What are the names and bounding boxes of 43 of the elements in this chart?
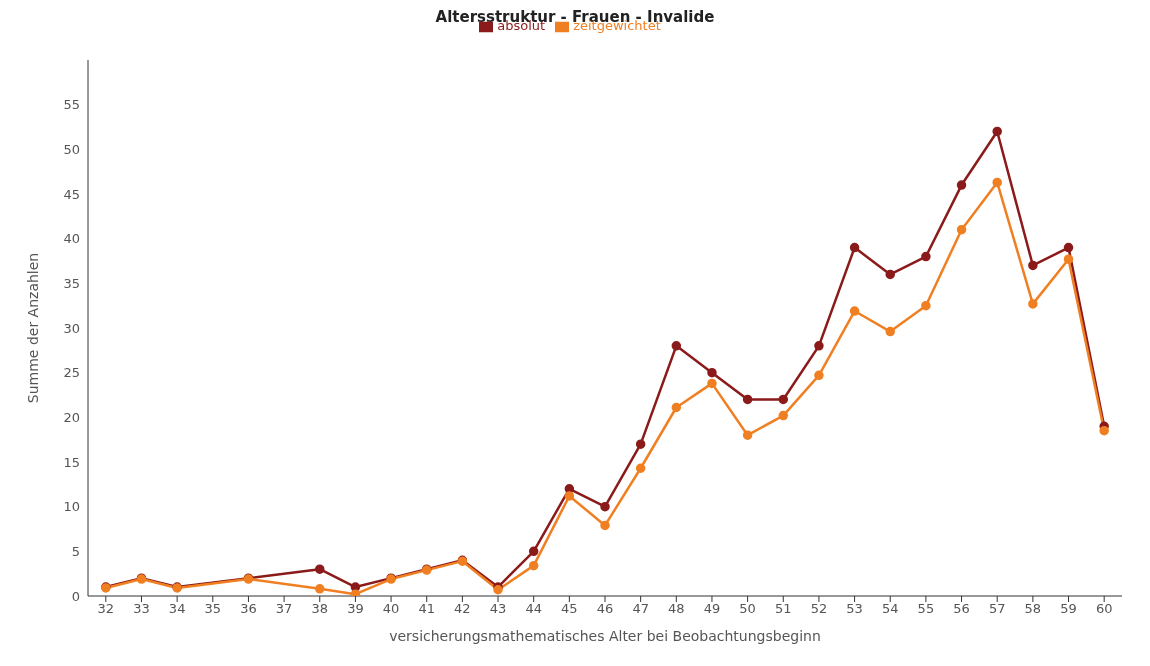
y-tick-label: 10 [63, 499, 80, 515]
x-tick-label: 45 [561, 601, 578, 617]
x-axis-title: versicherungsmathematisches Alter bei Beobachtungsbeginn [389, 628, 821, 644]
x-tick-label: 40 [382, 601, 400, 617]
x-tick-label: 34 [168, 601, 186, 617]
y-tick-label: 25 [63, 365, 80, 381]
y-tick-label: 45 [63, 186, 80, 202]
x-tick-label: 38 [311, 601, 329, 617]
x-tick-label: 49 [703, 601, 721, 617]
x-tick-label: 51 [775, 601, 792, 617]
y-tick-label: 50 [63, 141, 80, 157]
x-tick-label: 36 [240, 601, 257, 617]
x-tick-label: 53 [846, 601, 863, 617]
y-tick-label: 15 [63, 454, 80, 470]
x-tick-label: 35 [204, 601, 222, 617]
y-tick-label: 0 [71, 588, 80, 604]
x-tick-label: 44 [525, 601, 542, 617]
x-tick-label: 41 [418, 601, 435, 617]
x-tick-label: 59 [1060, 601, 1077, 617]
y-tick-label: 40 [63, 231, 80, 247]
x-tick-label: 42 [454, 601, 471, 617]
x-tick-label: 39 [347, 601, 364, 617]
y-tick-label: 35 [63, 275, 80, 291]
y-tick-label: 55 [63, 97, 80, 113]
x-tick-label: 47 [632, 601, 649, 617]
x-tick-label: 58 [1024, 601, 1042, 617]
x-tick-label: 48 [668, 601, 685, 617]
x-tick-label: 60 [1095, 601, 1113, 617]
x-tick-label: 37 [275, 601, 293, 617]
x-tick-label: 55 [917, 601, 935, 617]
y-axis-title: Summe der Anzahlen [24, 252, 41, 404]
y-tick-label: 20 [63, 409, 80, 425]
x-tick-label: 54 [881, 601, 899, 617]
x-tick-label: 46 [596, 601, 614, 617]
y-tick-label: 30 [63, 320, 80, 336]
x-tick-label: 50 [739, 601, 756, 617]
x-tick-label: 52 [810, 601, 828, 617]
x-tick-label: 56 [953, 601, 970, 617]
x-tick-label: 43 [489, 601, 507, 617]
x-tick-label: 32 [97, 601, 115, 617]
y-tick-label: 5 [71, 543, 80, 559]
x-tick-label: 33 [133, 601, 150, 617]
x-tick-label: 57 [988, 601, 1006, 617]
